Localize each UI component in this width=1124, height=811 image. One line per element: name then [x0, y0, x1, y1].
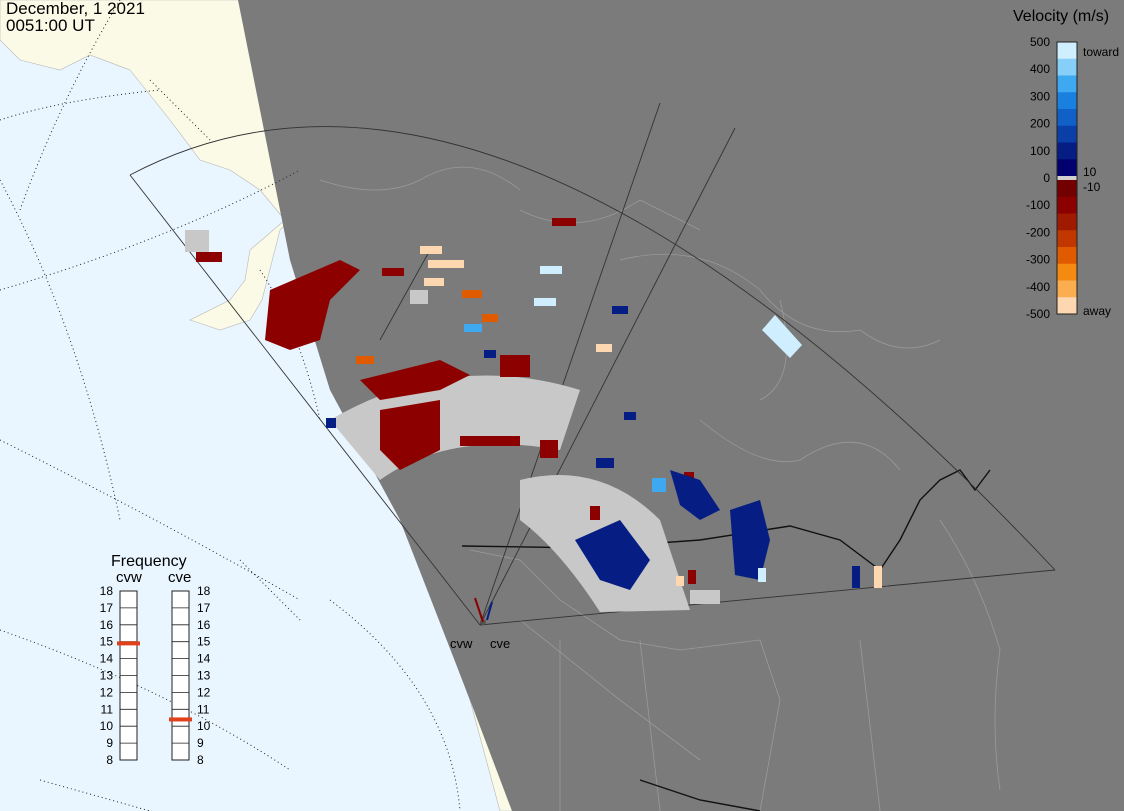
- country-borders: [461, 469, 991, 811]
- velocity-away-orange-cells: [356, 290, 498, 364]
- velocity-color-scale: [1057, 42, 1077, 315]
- land-boundaries: [319, 166, 1001, 811]
- night-shade: [238, 0, 1124, 811]
- frequency-tick-label: 14: [197, 652, 211, 666]
- velocity-tick-label: 500: [1030, 35, 1050, 49]
- velocity-tick-label: -100: [1026, 198, 1050, 212]
- velocity-tick-label: -200: [1026, 225, 1050, 239]
- velocity-minus-threshold: -10: [1083, 180, 1101, 194]
- frequency-radar-label-cve: cve: [168, 569, 191, 586]
- velocity-swatch-toward: [1057, 42, 1077, 60]
- velocity-swatch-away: [1057, 180, 1077, 198]
- radar-site-label-cve: cve: [490, 636, 510, 651]
- velocity-tick-label: 0: [1043, 171, 1050, 185]
- velocity-swatch-toward: [1057, 142, 1077, 160]
- velocity-toward-light-cells: [534, 266, 802, 582]
- frequency-marker-cvw: [117, 641, 140, 646]
- velocity-tick-label: -500: [1026, 307, 1050, 321]
- velocity-toward-label: toward: [1083, 45, 1119, 59]
- radar-site-label-cvw: cvw: [450, 636, 473, 651]
- radar-sites: cvw cve: [450, 597, 510, 651]
- velocity-tick-label: -400: [1026, 280, 1050, 294]
- frequency-tick-label: 9: [106, 736, 113, 750]
- velocity-swatch-toward: [1057, 125, 1077, 143]
- frequency-marker-cve: [169, 717, 192, 722]
- frequency-tick-label: 18: [100, 584, 114, 598]
- frequency-tick-label: 17: [197, 601, 211, 615]
- frequency-tick-label: 16: [197, 618, 211, 632]
- header-date: December, 1 2021: [6, 0, 145, 18]
- velocity-away-cells: [196, 218, 696, 584]
- frequency-tick-label: 12: [100, 685, 114, 699]
- frequency-tick-label: 13: [100, 669, 114, 683]
- frequency-tick-label: 12: [197, 685, 211, 699]
- velocity-swatch-zero: [1057, 176, 1077, 180]
- frequency-legend-title: Frequency: [111, 553, 187, 570]
- frequency-tick-label: 11: [101, 702, 114, 716]
- velocity-tick-labels: 500 400 300 200 100 0 -100 -200 -300 -400 -500: [1026, 35, 1050, 321]
- velocity-swatch-toward: [1057, 109, 1077, 127]
- velocity-swatch-away: [1057, 196, 1077, 214]
- velocity-away-pale-cells: [420, 246, 882, 588]
- velocity-swatch-toward: [1057, 75, 1077, 93]
- frequency-legend: Frequency cvw cve 1817161514131211109818…: [100, 553, 211, 767]
- frequency-columns: 18 17 16 15 14 13 12 11 10 9 8 18 17 16 15 14 13 12 11 10 9 8: [100, 584, 211, 767]
- velocity-legend-title: Velocity (m/s): [1013, 8, 1109, 25]
- frequency-tick-label: 10: [100, 719, 114, 733]
- velocity-swatch-away: [1057, 213, 1077, 231]
- velocity-swatch-away: [1057, 280, 1077, 298]
- velocity-swatch-toward: [1057, 58, 1077, 76]
- velocity-swatch-away: [1057, 297, 1077, 315]
- frequency-tick-label: 9: [197, 736, 204, 750]
- velocity-tick-label: -300: [1026, 253, 1050, 267]
- velocity-toward-mid-cells: [464, 324, 666, 492]
- frequency-tick-label: 15: [100, 635, 114, 649]
- velocity-plus-threshold: 10: [1083, 165, 1097, 179]
- frequency-tick-label: 8: [106, 753, 113, 767]
- velocity-toward-cells: [326, 306, 860, 590]
- lit-landmass: [0, 0, 301, 331]
- frequency-tick-label: 17: [100, 601, 114, 615]
- frequency-tick-label: 16: [100, 618, 114, 632]
- frequency-tick-label: 8: [197, 753, 204, 767]
- velocity-colorbar-frame: [1056, 41, 1078, 315]
- header-time: 0051:00 UT: [6, 16, 95, 35]
- frequency-tick-label: 13: [197, 669, 211, 683]
- velocity-swatch-away: [1057, 230, 1077, 248]
- frequency-tick-label: 11: [197, 702, 210, 716]
- velocity-colorbar: Velocity (m/s) 500 400 300 200 100 0 -100 -200 -…: [1013, 8, 1119, 321]
- velocity-tick-label: 200: [1030, 117, 1050, 131]
- frequency-tick-label: 10: [197, 719, 211, 733]
- velocity-swatch-away: [1057, 247, 1077, 265]
- velocity-tick-label: 100: [1030, 144, 1050, 158]
- frequency-tick-label: 18: [197, 584, 211, 598]
- velocity-swatch-away: [1057, 263, 1077, 281]
- velocity-tick-label: 300: [1030, 89, 1050, 103]
- velocity-away-label: away: [1083, 304, 1111, 318]
- frequency-tick-label: 14: [100, 652, 114, 666]
- velocity-swatch-toward: [1057, 92, 1077, 110]
- velocity-tick-label: 400: [1030, 62, 1050, 76]
- frequency-radar-label-cvw: cvw: [116, 569, 142, 586]
- frequency-tick-label: 15: [197, 635, 211, 649]
- velocity-swatch-toward: [1057, 159, 1077, 177]
